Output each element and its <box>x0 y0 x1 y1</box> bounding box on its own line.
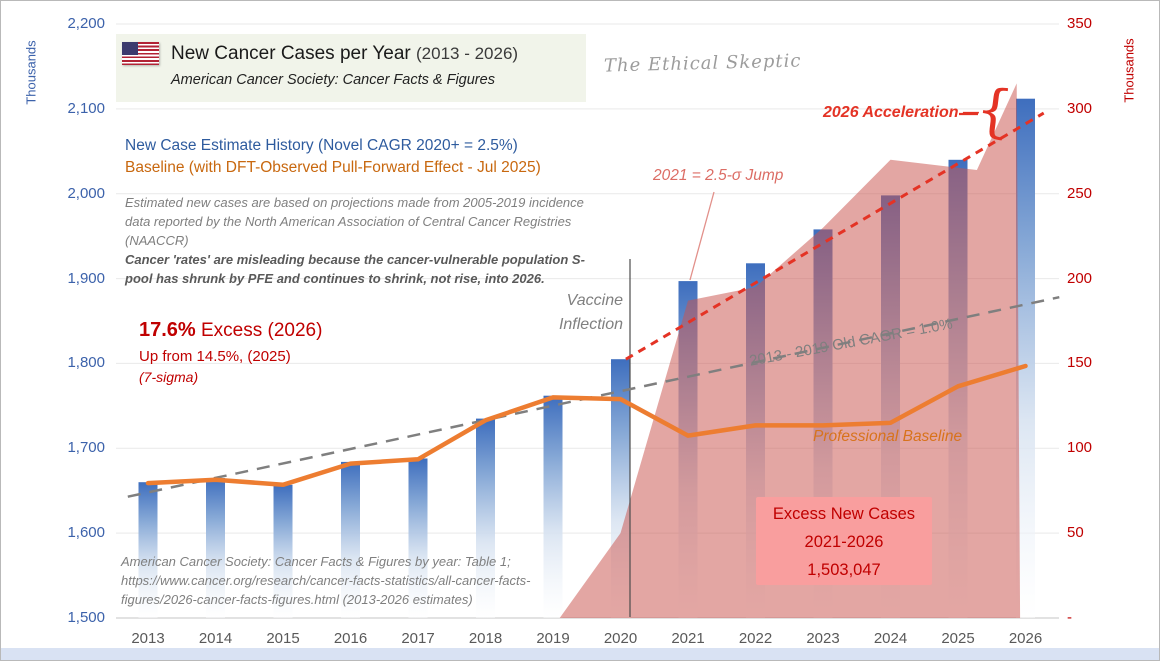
x-axis-label: 2024 <box>873 630 908 647</box>
x-axis-label: 2016 <box>333 630 368 647</box>
left-axis-tick: 1,800 <box>67 354 105 372</box>
x-axis-label: 2023 <box>806 630 840 647</box>
x-axis-label: 2021 <box>671 630 705 647</box>
right-axis-tick: 100 <box>1067 439 1093 457</box>
right-axis-title: Thousands <box>1121 38 1137 103</box>
right-axis-tick: 50 <box>1067 524 1084 542</box>
note-rates: Cancer 'rates' are misleading because th… <box>125 252 585 286</box>
us-flag-icon <box>122 42 159 65</box>
chart-title: New Cancer Cases per Year (2013 - 2026) <box>171 43 518 65</box>
heading-baseline: Baseline (with DFT-Observed Pull-Forward… <box>125 159 541 176</box>
excess-callout: 17.6% Excess (2026) Up from 14.5%, (2025… <box>139 319 322 385</box>
x-axis-label: 2022 <box>738 630 773 647</box>
window-bottom-strip <box>1 648 1159 660</box>
left-axis-tick: 1,700 <box>67 439 105 457</box>
acceleration-label: 2026 Acceleration — <box>823 104 979 121</box>
note-projection: Estimated new cases are based on project… <box>125 195 584 248</box>
right-axis-tick: 350 <box>1067 15 1093 32</box>
left-axis-tick: 2,100 <box>67 99 105 117</box>
right-axis-tick: 250 <box>1067 184 1093 202</box>
chart-title-text: New Cancer Cases per Year <box>171 43 417 64</box>
left-axis-tick: 1,600 <box>67 524 105 542</box>
x-axis-label: 2025 <box>941 630 975 647</box>
chart-title-range: (2013 - 2026) <box>416 44 519 63</box>
notes-block: Estimated new cases are based on project… <box>125 193 593 288</box>
x-axis-label: 2026 <box>1008 630 1043 647</box>
vaccine-inflection-label: Vaccine Inflection <box>558 292 623 333</box>
left-axis-tick: 1,500 <box>67 609 105 626</box>
x-axis-label: 2015 <box>266 630 300 647</box>
title-box <box>116 34 586 102</box>
x-axis-label: 2019 <box>536 630 570 647</box>
x-axis-label: 2014 <box>198 630 233 647</box>
x-axis-label: 2013 <box>131 630 165 647</box>
chart-subtitle: American Cancer Society: Cancer Facts & … <box>171 72 495 88</box>
excess-line3: (7-sigma) <box>139 369 199 385</box>
sigma-jump-label: 2021 = 2.5-σ Jump <box>653 167 784 184</box>
left-axis-tick: 1,900 <box>67 269 105 287</box>
left-axis-tick: 2,000 <box>67 184 105 202</box>
left-axis-title: Thousands <box>23 40 39 105</box>
x-axis-label: 2018 <box>468 630 503 647</box>
x-axis-label: 2017 <box>401 630 435 647</box>
heading-estimate-history: New Case Estimate History (Novel CAGR 20… <box>125 137 518 154</box>
right-axis-tick: - <box>1067 609 1072 626</box>
excess-new-cases-box: Excess New Cases 2021-2026 1,503,047 <box>756 497 932 585</box>
right-axis-tick: 200 <box>1067 269 1093 287</box>
excess-pct: 17.6% <box>139 319 196 341</box>
excess-line2: Up from 14.5%, (2025) <box>139 348 291 365</box>
right-axis-tick: 150 <box>1067 354 1093 372</box>
left-axis-tick: 2,200 <box>67 15 105 32</box>
source-note: American Cancer Society: Cancer Facts & … <box>121 554 531 607</box>
excess-rest: Excess (2026) <box>195 320 323 341</box>
x-axis-label: 2020 <box>603 630 638 647</box>
professional-baseline-label: Professional Baseline <box>813 428 963 445</box>
right-axis-tick: 300 <box>1067 99 1093 117</box>
